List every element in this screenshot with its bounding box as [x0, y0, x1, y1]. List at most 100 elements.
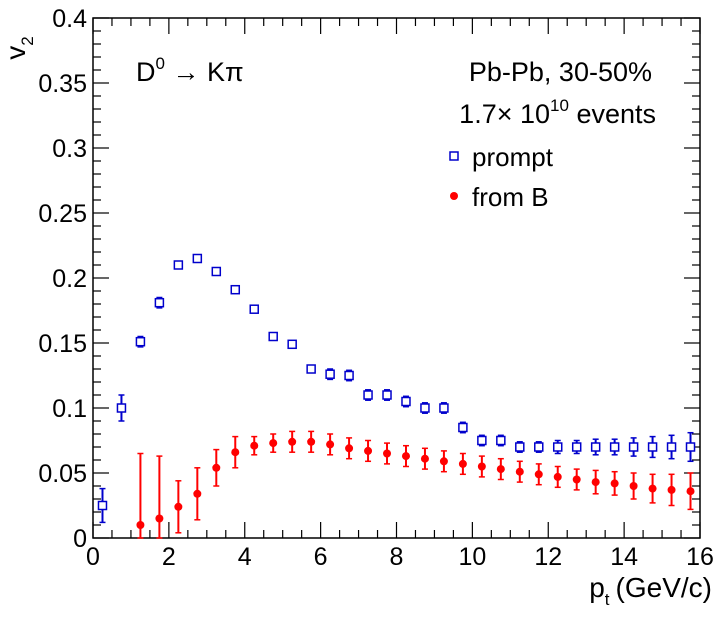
data-point: [610, 479, 619, 488]
x-axis-title-unit: (GeV/c): [616, 572, 712, 603]
x-tick-label: 10: [458, 543, 486, 571]
y-axis-title: v2: [0, 36, 37, 59]
data-point: [383, 449, 392, 458]
data-point: [458, 422, 468, 433]
data-point: [116, 403, 127, 413]
x-tick-label: 8: [390, 543, 404, 571]
data-point: [401, 452, 410, 461]
data-point: [174, 502, 183, 511]
data-point: [420, 454, 429, 463]
annotation-decay-arrow: → Kπ: [165, 57, 244, 87]
data-point: [211, 266, 222, 277]
y-tick-label: 0.3: [52, 135, 87, 163]
data-point: [212, 463, 221, 472]
y-axis-title-main: v: [0, 46, 31, 60]
data-point: [97, 500, 108, 511]
data-point: [686, 487, 695, 496]
data-point: [685, 442, 696, 452]
data-point: [231, 448, 240, 457]
annotation-events-exp: 10: [550, 96, 569, 115]
data-point: [420, 403, 430, 413]
svg-text:v2: v2: [0, 36, 37, 59]
x-tick-label: 6: [314, 543, 328, 571]
data-point: [439, 403, 449, 413]
data-point: [250, 441, 259, 450]
data-point: [609, 442, 620, 452]
data-point: [647, 442, 658, 452]
data-point: [287, 339, 297, 350]
series-prompt: [97, 253, 696, 524]
data-point: [572, 475, 581, 484]
data-point: [477, 435, 487, 446]
data-point: [363, 390, 373, 400]
data-point: [648, 484, 657, 493]
data-point: [364, 446, 373, 455]
annotation-decay-sup: 0: [156, 54, 165, 73]
annotation-decay-main: D: [136, 57, 156, 87]
data-point: [552, 442, 563, 452]
annotation-decay: D0 → Kπ: [136, 54, 244, 87]
data-point: [629, 482, 638, 490]
data-point: [307, 437, 316, 446]
data-point: [401, 396, 411, 407]
legend-label-prompt: prompt: [472, 142, 554, 172]
data-point: [135, 336, 146, 347]
x-axis-title: pt (GeV/c): [589, 572, 712, 609]
data-point: [666, 442, 677, 452]
data-point: [571, 442, 582, 452]
data-point: [249, 304, 259, 314]
y-tick-label: 0: [73, 525, 87, 553]
data-point: [590, 442, 601, 452]
x-tick-label: 16: [686, 543, 714, 571]
data-point: [534, 470, 543, 479]
y-tick-label: 0.35: [38, 70, 87, 98]
data-point: [515, 467, 524, 476]
data-point: [553, 472, 562, 481]
data-point: [458, 459, 467, 468]
legend-marker-prompt: [449, 151, 459, 161]
data-point: [439, 457, 448, 466]
data-point: [326, 440, 335, 449]
y-tick-label: 0.4: [52, 5, 87, 33]
data-point: [269, 439, 278, 448]
legend-marker-from-b: [450, 192, 458, 200]
x-tick-label: 14: [610, 543, 638, 571]
data-point: [155, 514, 164, 523]
x-tick-label: 4: [238, 543, 252, 571]
data-point: [136, 521, 145, 529]
data-point: [628, 442, 639, 452]
data-point: [173, 260, 184, 270]
y-tick-label: 0.1: [52, 395, 87, 423]
x-axis-title-main: p: [589, 572, 605, 603]
y-tick-label: 0.15: [38, 330, 87, 358]
data-point: [344, 370, 354, 381]
data-point: [591, 478, 600, 487]
y-axis-title-sub: 2: [18, 36, 37, 45]
data-point: [268, 331, 278, 342]
data-point: [230, 284, 241, 295]
data-point: [477, 462, 486, 471]
data-point: [345, 444, 354, 453]
y-tick-label: 0.25: [38, 200, 87, 228]
data-point: [667, 485, 676, 494]
data-point: [382, 390, 392, 400]
legend: prompt from B: [449, 142, 554, 212]
x-tick-label: 2: [162, 543, 176, 571]
y-tick-label: 0.2: [52, 265, 87, 293]
annotation-system: Pb-Pb, 30-50%: [469, 57, 652, 87]
legend-label-from-b: from B: [472, 182, 549, 212]
y-tick-label: 0.05: [38, 460, 87, 488]
data-point: [515, 442, 525, 452]
data-point: [325, 369, 335, 379]
annotation-events: 1.7× 1010 events: [459, 96, 656, 129]
annotation-events-prefix: 1.7× 10: [459, 99, 550, 129]
series-from-b: [136, 430, 695, 539]
data-point: [288, 437, 297, 446]
data-point: [496, 435, 506, 446]
data-point: [496, 465, 505, 474]
data-point: [306, 364, 316, 374]
data-point: [534, 442, 544, 452]
x-tick-label: 12: [534, 543, 562, 571]
